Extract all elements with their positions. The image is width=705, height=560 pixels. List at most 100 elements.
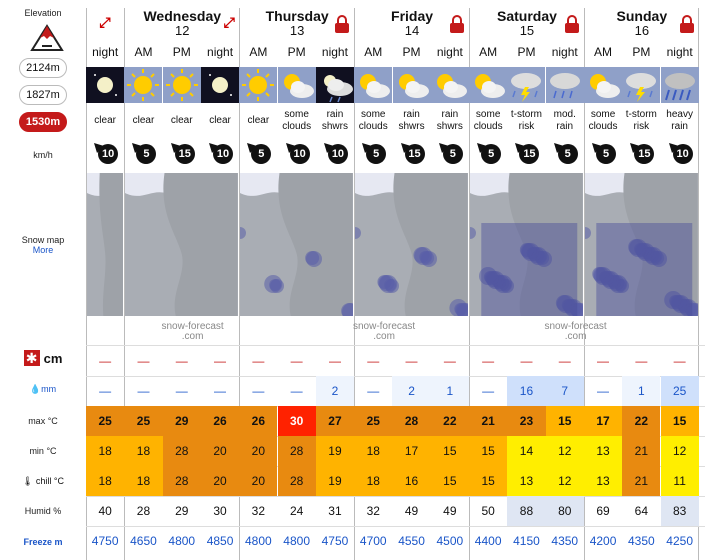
wind-speed: 15 [634,144,655,164]
snow-value: — [214,354,227,368]
day-separator [124,8,126,560]
elevation-option[interactable]: 1530m [19,112,67,132]
period-label: PM [517,45,536,59]
lock-icon[interactable] [679,15,695,33]
max-value: 23 [507,406,546,436]
snow-map-thumbnail[interactable] [87,173,124,316]
lock-icon[interactable] [449,15,465,33]
day-number: 14 [404,23,420,38]
snow-value: — [367,354,380,368]
freeze-value: 4800 [168,534,196,548]
chill-value: 18 [124,466,163,496]
snow-map-thumbnail[interactable] [584,173,698,316]
freeze-value: 4200 [589,534,617,548]
wind-speed: 15 [404,144,425,164]
chill-value: 21 [622,466,661,496]
wind-indicator: 5 [354,141,392,167]
weather-summary: clear [247,115,270,126]
snow-map-thumbnail[interactable] [355,173,468,316]
wind-speed: 10 [672,144,693,164]
wind-speed: 10 [327,144,348,164]
min-value: 12 [545,436,584,466]
wind-indicator: 5 [469,141,507,167]
storm-icon [622,67,661,103]
weather-summary: some clouds [588,109,618,132]
day-number: 12 [175,23,190,38]
freeze-value: 4650 [130,534,157,548]
snow-map-thumbnail[interactable] [125,173,239,316]
day-separator [354,8,356,560]
humid-value: 49 [443,504,457,518]
rain-heavy-icon [660,67,699,103]
snow-value: — [99,354,112,368]
wind-indicator: 5 [124,141,162,167]
elevation-option[interactable]: 1827m [19,85,67,105]
min-temp-label: min °C [29,446,57,456]
snow-map-thumbnail[interactable] [240,173,354,316]
day-name: Wednesday [143,8,222,24]
humid-value: 80 [545,496,584,526]
sun-cloud-icon [277,67,316,103]
rain-value: — [482,384,495,398]
weather-summary: rain shwrs [321,109,348,132]
wind-speed: 5 [596,144,617,164]
wind-indicator: 15 [163,141,201,167]
min-value: 18 [86,436,125,466]
day-name: Friday [391,8,434,24]
wind-speed: 5 [136,144,157,164]
period-label: PM [402,45,421,59]
snow-map-thumbnail[interactable] [470,173,583,316]
humid-value: 32 [366,504,380,518]
humid-value: 24 [289,504,304,518]
expand-icon[interactable]: ⤢ [99,14,111,30]
period-label: night [207,45,234,59]
max-value: 26 [239,406,278,436]
freezing-level-label: Freeze m [23,537,63,547]
min-value: 21 [622,436,661,466]
wind-indicator: 10 [201,141,239,167]
wind-indicator: 15 [392,141,430,167]
chill-value: 13 [507,466,546,496]
snow-value: — [405,354,418,368]
day-separator [583,8,585,560]
rain-value: — [214,384,227,398]
freeze-value: 4250 [666,534,693,548]
weather-summary: mod. rain [553,109,576,132]
lock-icon[interactable] [564,15,580,33]
period-label: AM [594,45,613,59]
freeze-value: 4400 [474,534,502,548]
snow-value: — [137,354,150,368]
period-label: AM [479,45,498,59]
humid-value: 31 [328,504,342,518]
sun-icon [162,67,201,103]
wind-indicator: 10 [278,141,316,167]
sun-icon [124,67,163,103]
chill-value: 12 [545,466,584,496]
elevation-option[interactable]: 2124m [19,58,67,78]
humid-value: 28 [136,504,151,518]
min-value: 28 [162,436,201,466]
row-separator [86,526,705,527]
period-label: night [666,45,693,59]
snow-map-more-link[interactable]: More [32,245,54,255]
freeze-value: 4800 [283,534,310,548]
lock-icon[interactable] [334,15,350,33]
max-value: 26 [200,406,240,436]
snow-value: — [290,354,303,368]
wind-speed: 10 [289,144,310,164]
day-header: ⤢ [86,8,124,42]
chill-value: 16 [392,466,431,496]
freeze-value: 4750 [91,534,119,548]
weather-summary: rain shwrs [398,109,425,132]
chill-value: 28 [162,466,201,496]
expand-icon[interactable]: ⤢ [223,14,235,30]
humid-value: 30 [213,504,227,518]
wind-indicator: 10 [661,141,699,167]
period-label: night [551,45,578,59]
chill-value: 18 [86,466,125,496]
chill-value: 11 [660,466,699,496]
rain-value: — [367,384,380,398]
snow-value: — [597,354,610,368]
wind-speed: 15 [174,144,195,164]
